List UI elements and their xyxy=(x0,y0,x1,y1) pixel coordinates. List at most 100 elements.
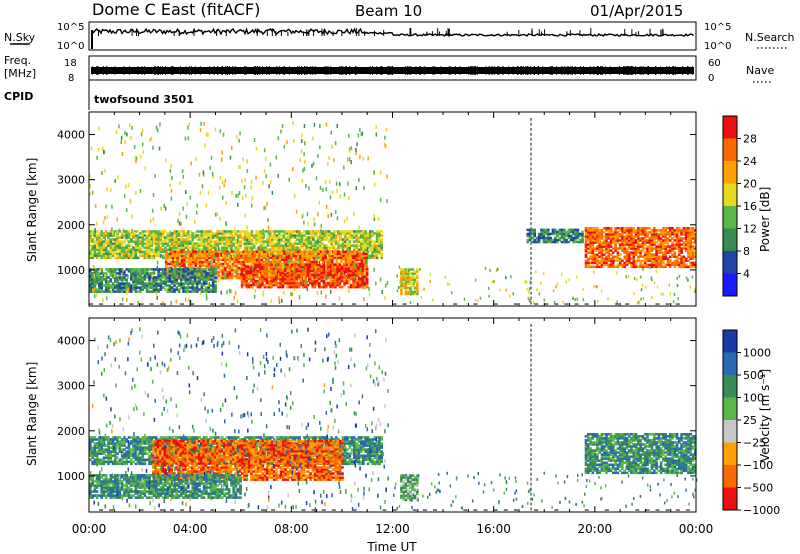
echo-cell xyxy=(343,244,347,247)
scatter-echo xyxy=(287,259,290,264)
echo-cell xyxy=(318,285,321,289)
echo-cell xyxy=(648,263,652,267)
echo-cell xyxy=(340,285,344,289)
echo-cell xyxy=(224,252,227,255)
echo-cell xyxy=(308,256,311,260)
echo-cell xyxy=(411,272,415,275)
scatter-echo xyxy=(186,281,189,286)
echo-cell xyxy=(306,256,309,260)
echo-cell xyxy=(257,246,260,249)
echo-cell xyxy=(314,246,317,249)
echo-cell xyxy=(130,240,133,243)
echo-cell xyxy=(347,263,351,267)
echo-cell xyxy=(171,254,175,258)
echo-cell xyxy=(102,236,106,239)
echo-cell xyxy=(650,231,654,234)
echo-cell xyxy=(89,236,92,239)
echo-cell xyxy=(109,232,113,235)
echo-cell xyxy=(314,254,317,258)
echo-cell xyxy=(118,278,122,281)
echo-cell xyxy=(616,237,620,240)
echo-cell xyxy=(553,236,557,240)
echo-cell xyxy=(345,279,349,283)
echo-cell xyxy=(634,253,638,256)
echo-cell xyxy=(369,248,372,251)
echo-cell xyxy=(591,243,595,246)
scatter-echo xyxy=(246,225,248,230)
echo-cell xyxy=(184,242,188,245)
echo-cell xyxy=(293,236,297,239)
echo-cell xyxy=(219,264,223,268)
scatter-echo xyxy=(250,203,253,208)
echo-cell xyxy=(209,290,213,293)
echo-cell xyxy=(118,240,122,243)
echo-cell xyxy=(331,283,335,287)
echo-cell xyxy=(353,256,357,260)
echo-cell xyxy=(193,290,197,293)
echo-cell xyxy=(218,236,222,239)
echo-cell xyxy=(196,258,200,262)
echo-cell xyxy=(168,276,172,279)
echo-cell xyxy=(537,240,541,244)
echo-cell xyxy=(653,261,656,265)
echo-cell xyxy=(607,253,611,256)
echo-cell xyxy=(623,249,626,252)
echo-cell xyxy=(413,288,417,292)
echo-cell xyxy=(643,261,647,265)
echo-cell xyxy=(356,258,359,262)
echo-cell xyxy=(325,271,328,275)
echo-cell xyxy=(416,270,419,273)
echo-cell xyxy=(531,228,534,232)
echo-cell xyxy=(130,254,133,258)
echo-cell xyxy=(659,259,663,262)
echo-cell xyxy=(289,254,292,258)
echo-cell xyxy=(574,232,577,236)
echo-cell xyxy=(687,253,690,256)
echo-cell xyxy=(260,258,264,262)
echo-cell xyxy=(211,256,215,260)
echo-cell xyxy=(157,276,160,279)
echo-cell xyxy=(224,260,227,264)
echo-cell xyxy=(257,236,260,239)
echo-cell xyxy=(210,252,213,255)
echo-cell xyxy=(605,257,608,260)
echo-cell xyxy=(336,269,339,273)
echo-cell xyxy=(208,270,211,274)
echo-cell xyxy=(288,263,292,267)
echo-cell xyxy=(300,242,304,245)
echo-cell xyxy=(309,246,313,249)
echo-cell xyxy=(111,270,115,273)
echo-cell xyxy=(123,230,126,233)
echo-cell xyxy=(316,242,320,245)
echo-cell xyxy=(104,252,108,255)
echo-cell xyxy=(246,240,249,243)
echo-cell xyxy=(605,247,608,250)
echo-cell xyxy=(91,232,94,235)
echo-cell xyxy=(132,254,135,258)
echo-cell xyxy=(185,266,188,270)
echo-cell xyxy=(111,248,115,251)
echo-cell xyxy=(587,235,590,238)
echo-cell xyxy=(587,265,590,269)
echo-cell xyxy=(245,269,248,273)
echo-cell xyxy=(224,258,227,262)
nave-label: Nave xyxy=(746,64,774,77)
echo-cell xyxy=(279,281,282,285)
echo-cell xyxy=(380,234,383,237)
echo-cell xyxy=(223,246,226,249)
echo-cell xyxy=(118,244,122,247)
echo-cell xyxy=(252,279,255,283)
echo-cell xyxy=(361,275,364,279)
echo-cell xyxy=(324,256,327,260)
echo-cell xyxy=(102,272,106,275)
echo-cell xyxy=(678,263,681,267)
echo-cell xyxy=(312,254,316,258)
echo-cell xyxy=(593,239,597,242)
echo-cell xyxy=(141,252,144,255)
echo-cell xyxy=(547,230,550,234)
echo-cell xyxy=(602,227,606,230)
echo-cell xyxy=(104,286,108,289)
echo-cell xyxy=(347,252,350,255)
echo-cell xyxy=(328,246,331,249)
echo-cell xyxy=(565,230,568,234)
